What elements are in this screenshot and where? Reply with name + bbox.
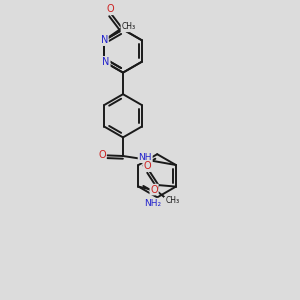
Text: O: O: [106, 4, 114, 14]
Text: O: O: [150, 184, 158, 195]
Text: N: N: [100, 35, 108, 45]
Text: H: H: [165, 197, 170, 206]
Text: O: O: [98, 150, 106, 160]
Text: N: N: [102, 57, 110, 67]
Text: CH₃: CH₃: [166, 196, 180, 205]
Text: O: O: [143, 161, 151, 171]
Text: NH: NH: [138, 153, 152, 162]
Text: NH₂: NH₂: [145, 199, 162, 208]
Text: CH₃: CH₃: [121, 22, 135, 32]
